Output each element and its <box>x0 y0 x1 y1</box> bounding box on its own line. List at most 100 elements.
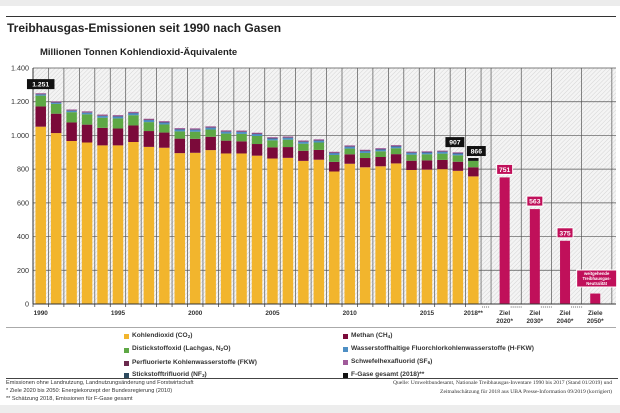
bar-segment <box>344 146 355 149</box>
bar-segment <box>236 131 247 134</box>
bar-segment <box>267 137 278 138</box>
bar-segment <box>205 150 216 304</box>
bar-segment <box>282 157 294 304</box>
bar-segment <box>267 147 278 159</box>
bar-segment <box>189 131 201 139</box>
y-tick-label: 400 <box>17 232 29 241</box>
legend-right: Methan (CH4) Wasserstoffhaltige Fluorchlo… <box>343 330 534 382</box>
bar-segment <box>81 112 93 113</box>
bar-segment <box>390 145 402 147</box>
legend-item: Stickstofftrifluorid (NF3) <box>124 369 257 382</box>
bar-segment <box>50 102 62 104</box>
target-bar <box>529 209 540 304</box>
bar-segment <box>437 150 448 152</box>
y-tick-label: 600 <box>17 198 29 207</box>
legend-item: Perfluorierte Kohlenwasserstoffe (FKW) <box>124 357 257 369</box>
y-tick-label: 1.400 <box>11 64 29 73</box>
y-tick-label: 0 <box>25 300 29 309</box>
legend-item: F-Gase gesamt (2018)** <box>343 369 534 381</box>
bar-segment <box>406 154 417 161</box>
bar-segment <box>452 152 464 154</box>
bar-segment <box>143 119 155 123</box>
source-note: Quelle: Umweltbundesamt, Nationale Treib… <box>393 379 612 396</box>
legend-label: Schwefelhexafluorid (SF6) <box>351 357 433 365</box>
bar-segment <box>251 132 263 134</box>
bar-segment <box>174 128 186 130</box>
bar-segment <box>189 138 201 153</box>
bar-segment <box>437 159 448 170</box>
bar-segment <box>437 151 448 154</box>
bar-segment <box>267 137 278 139</box>
legend-item: Distickstoffoxid (Lachgas, N2O) <box>124 343 257 356</box>
bar-segment <box>468 158 479 161</box>
target-x-label: Ziel <box>499 310 510 317</box>
notes-rule <box>6 378 618 379</box>
bar-segment <box>220 133 232 141</box>
y-tick-label: 1.000 <box>11 131 29 140</box>
bar-segment <box>236 153 247 304</box>
value-annotation-label: 907 <box>449 140 461 147</box>
bar-segment <box>159 121 170 123</box>
bar-segment <box>251 135 263 145</box>
bar-segment <box>35 93 46 95</box>
legend-left: Kohlendioxid (CO2) Distickstoffoxid (Lach… <box>124 330 257 383</box>
bar-segment <box>66 112 77 123</box>
bar-segment <box>97 114 108 116</box>
bar-segment <box>298 160 309 304</box>
source-line-2: Zeitnahschätzung für 2018 aus UBA Presse… <box>440 388 612 395</box>
bar-segment <box>282 137 294 140</box>
bar-segment <box>143 119 155 121</box>
value-annotation-box <box>445 137 465 148</box>
bar-segment <box>112 118 124 129</box>
legend-rule <box>6 327 616 328</box>
target-value-box <box>526 195 544 207</box>
bar-segment <box>81 112 93 115</box>
bar-segment <box>452 152 464 153</box>
bar-segment <box>406 160 417 170</box>
value-annotation-box <box>26 79 55 90</box>
target-x-label: Ziel <box>529 310 540 317</box>
bar-segment <box>406 152 417 153</box>
x-tick-label: 1990 <box>34 310 49 317</box>
bar-segment <box>189 129 201 132</box>
bar-segment <box>174 128 186 129</box>
x-tick-label: 2015 <box>420 310 435 317</box>
bar-segment <box>66 110 77 113</box>
bar-segment <box>50 113 62 134</box>
bar-segment <box>390 154 402 164</box>
bar-segment <box>452 170 464 304</box>
legend-label: F-Gase gesamt (2018)** <box>351 371 425 379</box>
bar-segment <box>375 148 386 150</box>
bar-segment <box>251 155 263 304</box>
legend-label: Perfluorierte Kohlenwasserstoffe (FKW) <box>132 358 257 366</box>
x-tick-label: 2018** <box>464 310 484 317</box>
target-bar <box>560 240 571 304</box>
x-tick-label: 2005 <box>265 310 280 317</box>
bar-segment <box>421 154 433 161</box>
bar-segment <box>81 124 93 143</box>
legend-swatch <box>124 373 129 379</box>
bar-segment <box>97 115 108 118</box>
bar-segment <box>159 122 170 125</box>
legend-label: Wasserstoffhaltige Fluorchlorkohlenwasse… <box>351 345 534 353</box>
bar-segment <box>236 131 247 132</box>
bar-segment <box>35 106 46 127</box>
target-value-box <box>496 163 514 175</box>
target-x-label: Ziel <box>560 310 571 317</box>
bar-segment <box>189 152 201 304</box>
bar-segment <box>81 114 93 125</box>
bar-segment <box>97 145 108 304</box>
bar-segment <box>359 167 371 304</box>
bar-segment <box>251 144 263 156</box>
bar-segment <box>406 169 417 304</box>
legend-label: Stickstofftrifluorid (NF3) <box>132 371 207 379</box>
bar-segment <box>159 132 170 148</box>
bar-segment <box>35 126 46 304</box>
bar-segment <box>220 131 232 132</box>
bar-segment <box>205 127 216 128</box>
bar-segment <box>298 141 309 142</box>
bar-segment <box>344 154 355 164</box>
bar-segment <box>174 129 186 132</box>
bar-segment <box>81 142 93 304</box>
bar-segment <box>112 116 124 119</box>
